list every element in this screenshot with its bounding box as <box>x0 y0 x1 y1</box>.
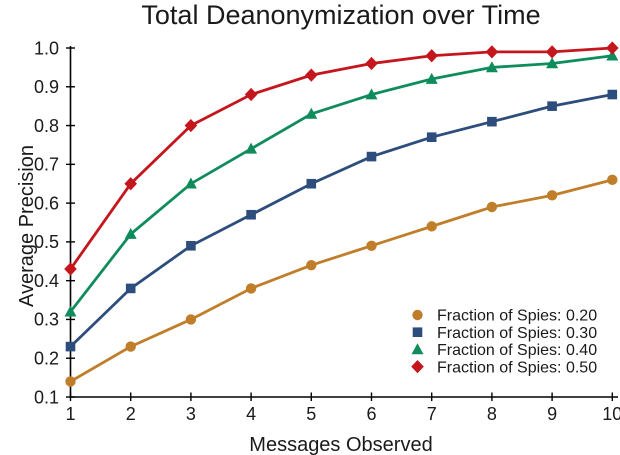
data-point <box>185 314 197 325</box>
data-point <box>124 227 137 239</box>
series-square <box>65 89 618 352</box>
series-line <box>69 46 613 270</box>
series-line <box>69 93 613 348</box>
x-tick-label: 2 <box>126 404 136 424</box>
y-axis-label: Average Precision <box>16 145 38 307</box>
series-line <box>69 54 613 313</box>
y-tick-label: 0.7 <box>34 155 59 175</box>
series-line <box>69 178 613 383</box>
y-tick-label: 0.6 <box>34 193 59 213</box>
data-point <box>365 56 378 71</box>
x-tick-label: 5 <box>306 404 316 424</box>
x-tick-label: 4 <box>246 404 256 424</box>
x-tick-label: 3 <box>186 404 196 424</box>
data-series <box>64 41 619 387</box>
data-point <box>305 68 318 82</box>
legend-item: Fraction of Spies: 0.30 <box>412 325 597 342</box>
y-tick-label: 0.5 <box>34 232 59 252</box>
data-point <box>125 283 136 294</box>
y-tick-label: 0.2 <box>34 349 59 369</box>
data-point <box>64 305 77 317</box>
series-triangle <box>64 49 619 317</box>
legend-item: Fraction of Spies: 0.20 <box>412 308 597 325</box>
data-point <box>64 262 77 276</box>
data-point <box>366 151 377 162</box>
legend-label: Fraction of Spies: 0.30 <box>437 325 597 342</box>
y-tick-label: 0.8 <box>34 116 59 136</box>
x-tick-label: 9 <box>547 404 557 424</box>
x-tick-label: 8 <box>487 404 497 424</box>
data-point <box>545 45 559 59</box>
series-circle <box>65 174 618 387</box>
data-point <box>65 341 76 352</box>
data-point <box>184 177 197 189</box>
data-point <box>246 209 256 220</box>
data-point <box>547 101 557 111</box>
data-point <box>485 61 498 73</box>
legend-label: Fraction of Spies: 0.50 <box>437 359 597 376</box>
data-point <box>607 89 618 100</box>
y-tick-label: 0.4 <box>34 271 59 291</box>
data-point <box>365 88 378 100</box>
data-point <box>426 221 437 232</box>
data-point <box>607 174 618 186</box>
data-point <box>486 201 498 213</box>
data-point <box>306 178 317 189</box>
data-point <box>306 259 317 271</box>
legend-marker-circle <box>412 309 423 321</box>
data-point <box>245 283 257 294</box>
chart-title: Total Deanonymization over Time <box>141 0 540 30</box>
data-point <box>487 116 497 127</box>
data-point <box>485 45 499 59</box>
data-point <box>186 240 196 251</box>
legend-marker-square <box>412 327 423 337</box>
legend-item: Fraction of Spies: 0.40 <box>411 342 597 359</box>
data-point <box>184 118 198 133</box>
legend-marker-triangle <box>411 343 424 355</box>
data-point <box>125 341 136 352</box>
y-tick-label: 0.1 <box>34 387 59 407</box>
legend-item: Fraction of Spies: 0.50 <box>411 359 597 376</box>
data-point <box>425 49 438 63</box>
x-tick-label: 7 <box>427 404 437 424</box>
x-tick-label: 1 <box>65 404 75 424</box>
data-point <box>65 376 76 387</box>
data-point <box>244 87 258 102</box>
data-point <box>124 177 137 191</box>
y-tick-label: 0.9 <box>34 77 59 97</box>
y-tick-label: 0.3 <box>34 310 59 330</box>
data-point <box>546 57 559 69</box>
data-point <box>425 72 438 84</box>
series-diamond <box>64 41 619 276</box>
legend-label: Fraction of Spies: 0.20 <box>437 308 597 325</box>
data-point <box>305 107 318 119</box>
y-tick-label: 1.0 <box>34 38 59 58</box>
x-axis-label: Messages Observed <box>249 434 432 455</box>
data-point <box>606 41 619 55</box>
legend-label: Fraction of Spies: 0.40 <box>437 342 597 359</box>
axes: 0.1 0.2 0.3 0.4 0.5 0.6 0.7 0.8 0.9 1.0 1 2 3 4 5 6 7 8 9 1… <box>34 38 620 424</box>
data-point <box>546 190 558 201</box>
x-tick-label: 10 <box>602 404 620 424</box>
data-point <box>245 142 258 154</box>
legend-marker-diamond <box>411 360 424 374</box>
data-point <box>366 240 377 251</box>
data-point <box>426 132 437 142</box>
data-point <box>606 49 619 61</box>
x-tick-label: 6 <box>366 404 376 424</box>
